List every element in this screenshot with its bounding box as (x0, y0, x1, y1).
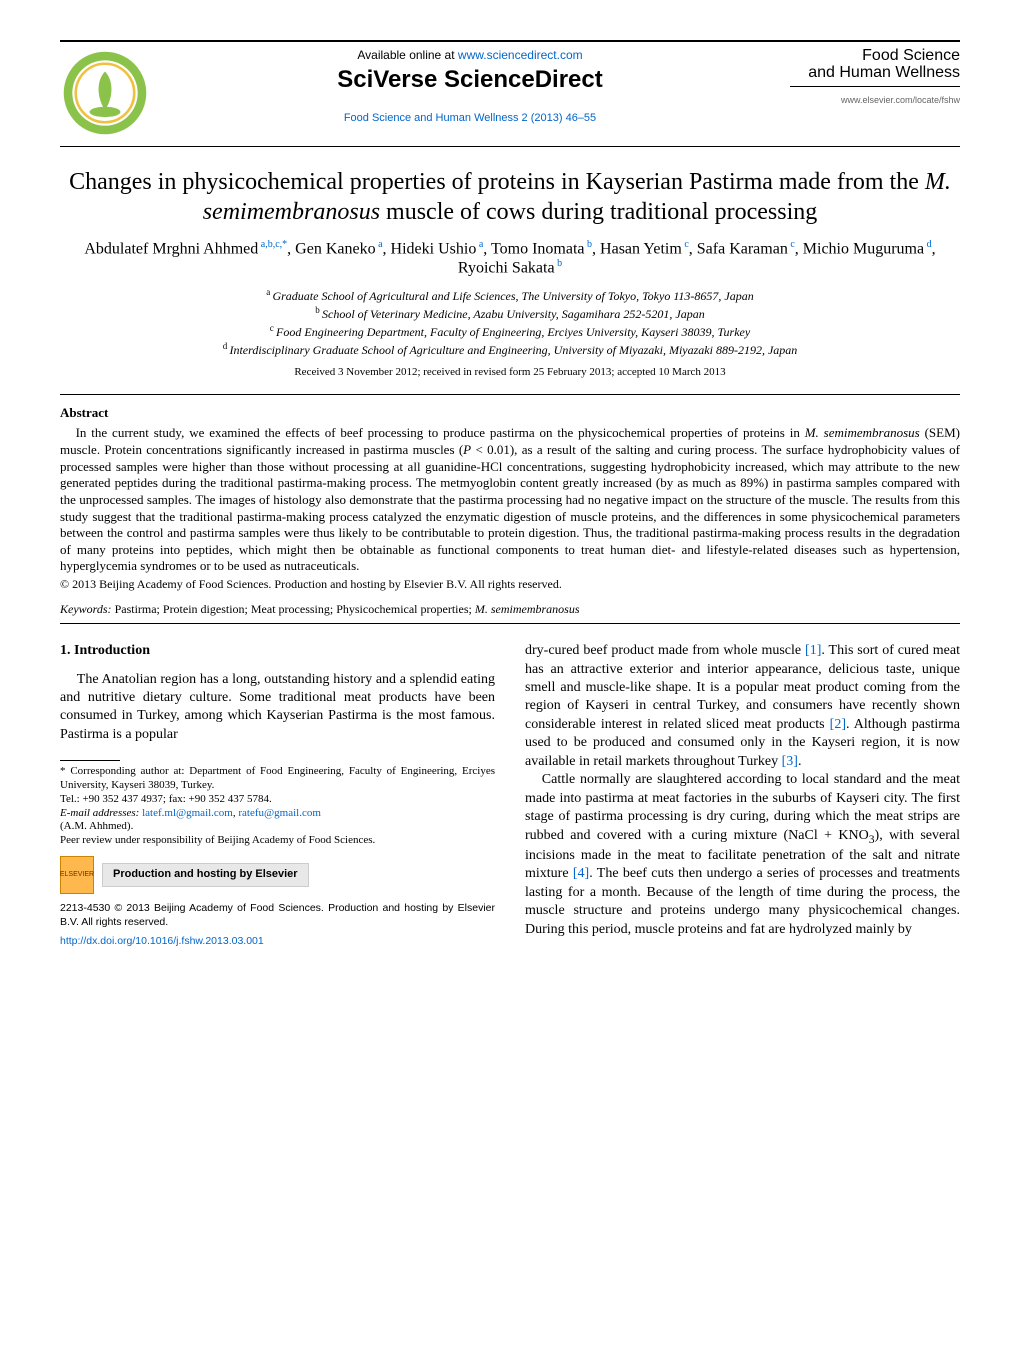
abstract-bottom-rule (60, 623, 960, 624)
author: Hasan Yetim (600, 240, 682, 257)
journal-url[interactable]: www.elsevier.com/locate/fshw (790, 95, 960, 105)
platform-name: SciVerse ScienceDirect (150, 66, 790, 94)
peer-review-note: Peer review under responsibility of Beij… (60, 834, 495, 848)
right-column: dry-cured beef product made from whole m… (525, 642, 960, 949)
elsevier-tree-icon: ELSEVIER (60, 856, 94, 894)
article-dates: Received 3 November 2012; received in re… (60, 366, 960, 378)
tel-fax: Tel.: +90 352 437 4937; fax: +90 352 437… (60, 793, 495, 807)
email-label: E-mail addresses: (60, 807, 139, 819)
author: Michio Muguruma (803, 240, 924, 257)
header-center: Available online at www.sciencedirect.co… (150, 48, 790, 124)
footnote-separator (60, 760, 120, 761)
available-online-text: Available online at www.sciencedirect.co… (150, 48, 790, 62)
author: Gen Kaneko (295, 240, 375, 257)
author: Tomo Inomata (491, 240, 585, 257)
intro-paragraph-1-cont: dry-cured beef product made from whole m… (525, 642, 960, 771)
authors-list: Abdulatef Mrghni Ahhmed a,b,c,*, Gen Kan… (60, 239, 960, 278)
journal-branding: Food Science and Human Wellness www.else… (790, 48, 960, 105)
keywords: Keywords: Pastirma; Protein digestion; M… (60, 602, 960, 617)
email-link-2[interactable]: ratefu@gmail.com (238, 807, 321, 819)
available-online-prefix: Available online at (357, 48, 458, 62)
intro-paragraph-1: The Anatolian region has a long, outstan… (60, 671, 495, 745)
author: Safa Karaman (697, 240, 788, 257)
author: Ryoichi Sakata (458, 260, 555, 277)
keywords-list: Pastirma; Protein digestion; Meat proces… (112, 602, 475, 616)
header-separator (60, 146, 960, 147)
body-columns: 1. Introduction The Anatolian region has… (60, 642, 960, 949)
left-column: 1. Introduction The Anatolian region has… (60, 642, 495, 949)
keywords-italic: M. semimembranosus (475, 602, 580, 616)
hosting-badge: ELSEVIER Production and hosting by Elsev… (60, 856, 495, 894)
author: Abdulatef Mrghni Ahhmed (84, 240, 258, 257)
issn-copyright-line: 2213-4530 © 2013 Beijing Academy of Food… (60, 902, 495, 929)
corresponding-author: * Corresponding author at: Department of… (60, 765, 495, 793)
society-logo (60, 48, 150, 138)
abstract-top-rule (60, 394, 960, 395)
section-heading-intro: 1. Introduction (60, 642, 495, 660)
email-link-1[interactable]: latef.ml@gmail.com (142, 807, 233, 819)
abstract-heading: Abstract (60, 405, 960, 421)
journal-title-line2: and Human Wellness (790, 65, 960, 82)
abstract-body: In the current study, we examined the ef… (60, 425, 960, 575)
doi-link[interactable]: http://dx.doi.org/10.1016/j.fshw.2013.03… (60, 935, 495, 949)
header-bar: Available online at www.sciencedirect.co… (60, 40, 960, 138)
journal-reference: Food Science and Human Wellness 2 (2013)… (150, 112, 790, 124)
intro-paragraph-2: Cattle normally are slaughtered accordin… (525, 771, 960, 939)
journal-title-line1: Food Science (790, 48, 960, 65)
keywords-label: Keywords: (60, 602, 112, 616)
affiliations: a Graduate School of Agricultural and Li… (60, 286, 960, 359)
author: Hideki Ushio (391, 240, 477, 257)
article-title: Changes in physicochemical properties of… (60, 167, 960, 227)
email-line: E-mail addresses: latef.ml@gmail.com, ra… (60, 807, 495, 821)
abstract-copyright: © 2013 Beijing Academy of Food Sciences.… (60, 577, 960, 592)
hosting-text: Production and hosting by Elsevier (102, 863, 309, 887)
footnotes: * Corresponding author at: Department of… (60, 765, 495, 948)
sciencedirect-link[interactable]: www.sciencedirect.com (458, 48, 583, 62)
email-author: (A.M. Ahhmed). (60, 820, 495, 834)
